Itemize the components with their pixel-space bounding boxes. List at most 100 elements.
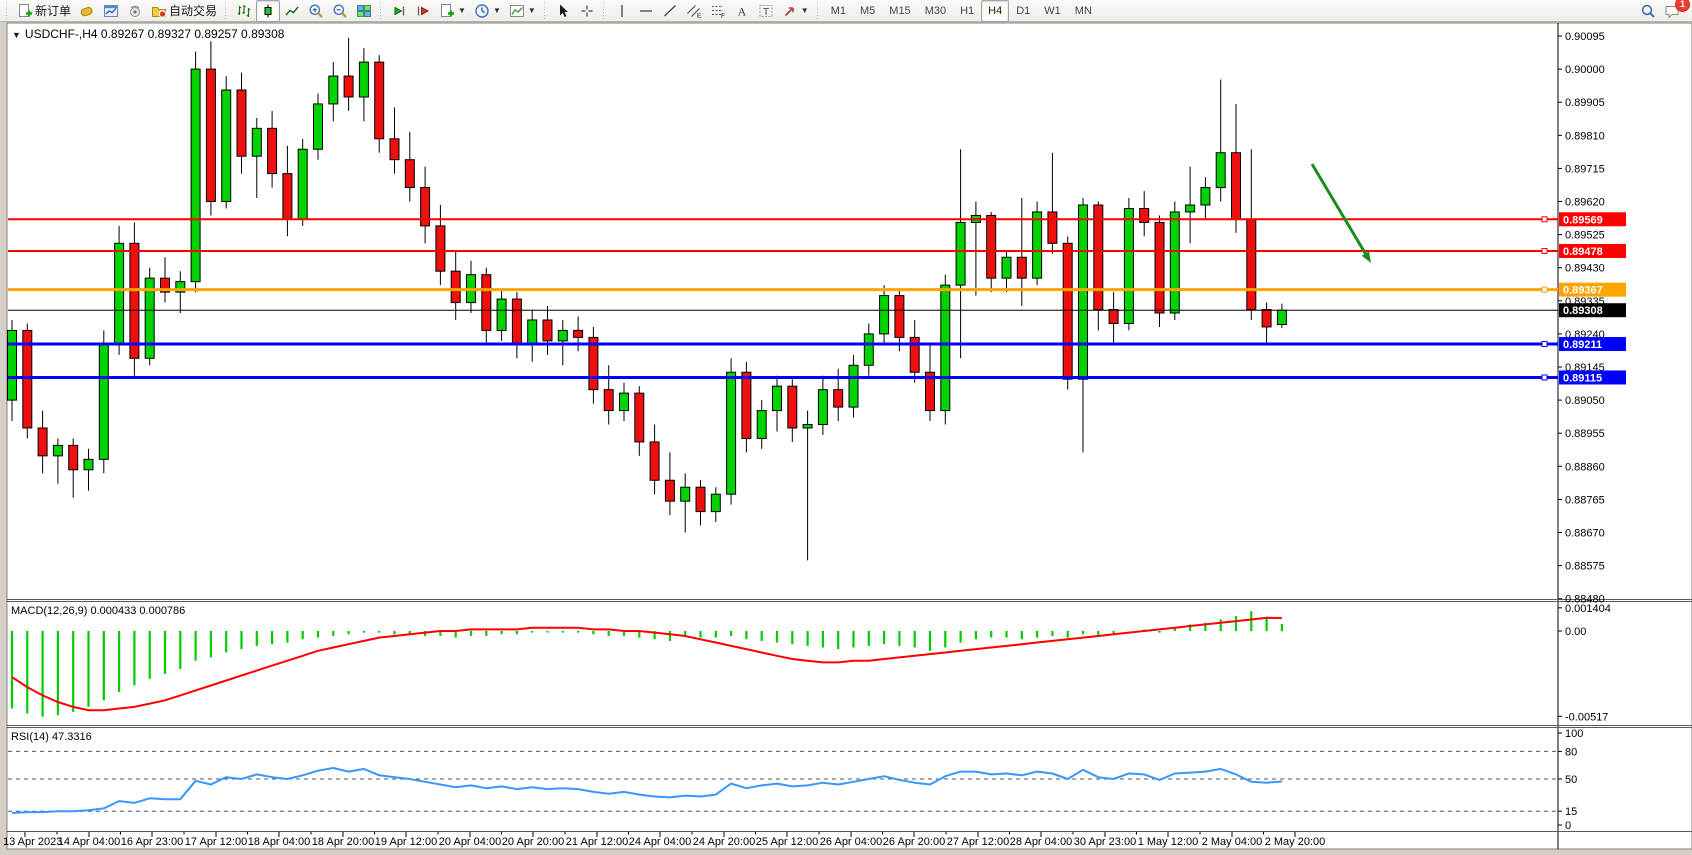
svg-text:T: T [763, 7, 769, 18]
chart-shift-icon [415, 3, 431, 19]
indicators-button[interactable]: ▼ [435, 0, 470, 22]
symbol-ohlc-text: USDCHF-,H4 0.89267 0.89327 0.89257 0.893… [24, 27, 285, 41]
timeframe-button-m15[interactable]: M15 [889, 4, 911, 17]
svg-text:0.89478: 0.89478 [1563, 246, 1603, 258]
clock-icon [474, 3, 490, 19]
cursor-button[interactable] [551, 0, 575, 22]
svg-text:0.89525: 0.89525 [1565, 230, 1605, 242]
svg-text:21 Apr 12:00: 21 Apr 12:00 [566, 836, 628, 848]
zoom-in-button[interactable] [304, 0, 328, 22]
bar-chart-icon [236, 3, 252, 19]
timeframe-button-m5[interactable]: M5 [860, 4, 876, 17]
arrows-button[interactable]: ▼ [778, 0, 813, 22]
indicators-icon [439, 3, 455, 19]
svg-text:1 May 12:00: 1 May 12:00 [1138, 836, 1199, 848]
auto-trading-button[interactable]: 自动交易 [147, 0, 221, 22]
collapse-triangle-icon[interactable]: ▼ [12, 30, 21, 40]
timeframe-button-mn[interactable]: MN [1074, 4, 1092, 17]
svg-text:0.88955: 0.88955 [1565, 428, 1605, 440]
svg-text:0.89367: 0.89367 [1563, 285, 1603, 297]
svg-text:F: F [721, 13, 725, 19]
candlestick-chart-icon [260, 3, 276, 19]
crosshair-button[interactable] [575, 0, 599, 22]
toolbar-grip [815, 2, 821, 19]
svg-text:0.88480: 0.88480 [1565, 594, 1605, 606]
trendline-button[interactable] [658, 0, 682, 22]
periods-button[interactable]: ▼ [470, 0, 505, 22]
line-chart-icon [284, 3, 300, 19]
svg-text:14 Apr 04:00: 14 Apr 04:00 [58, 836, 120, 848]
svg-text:15: 15 [1565, 806, 1577, 818]
chart-window-icon [103, 3, 119, 19]
templates-button[interactable]: ▼ [505, 0, 540, 22]
svg-text:0.88765: 0.88765 [1565, 494, 1605, 506]
svg-text:0.89050: 0.89050 [1565, 395, 1605, 407]
text-label-button[interactable]: T [754, 0, 778, 22]
new-order-button[interactable]: 新订单 [13, 0, 75, 22]
toolbar-grip [5, 2, 10, 19]
horizontal-line-button[interactable] [634, 0, 658, 22]
chevron-down-icon: ▼ [492, 6, 501, 15]
svg-text:100: 100 [1565, 728, 1583, 740]
svg-text:26 Apr 20:00: 26 Apr 20:00 [883, 836, 945, 848]
text-label-icon: T [758, 3, 774, 19]
svg-text:0.001404: 0.001404 [1565, 603, 1611, 615]
svg-text:28 Apr 04:00: 28 Apr 04:00 [1010, 836, 1072, 848]
timeframe-button-w1[interactable]: W1 [1044, 4, 1061, 17]
timeframe-group: M1 M5 M15 M30 H1 H4 D1 W1 MN [824, 0, 1099, 22]
svg-text:0.89308: 0.89308 [1563, 305, 1603, 317]
zoom-in-icon [308, 3, 324, 19]
signal-icon [127, 3, 143, 19]
line-chart-button[interactable] [280, 0, 304, 22]
svg-text:80: 80 [1565, 746, 1577, 758]
svg-text:E: E [697, 12, 702, 19]
search-button[interactable] [1636, 0, 1660, 22]
template-icon [509, 3, 525, 19]
cursor-icon [555, 3, 571, 19]
toolbar-grip [542, 2, 548, 19]
text-button[interactable]: A [730, 0, 754, 22]
svg-text:0.88575: 0.88575 [1565, 561, 1605, 573]
main-toolbar: 新订单 自动交易 [0, 0, 1692, 22]
bar-chart-button[interactable] [232, 0, 256, 22]
vertical-line-button[interactable] [610, 0, 634, 22]
trendline-icon [662, 3, 678, 19]
auto-scroll-button[interactable] [387, 0, 411, 22]
svg-text:17 Apr 12:00: 17 Apr 12:00 [185, 836, 247, 848]
svg-text:30 Apr 23:00: 30 Apr 23:00 [1074, 836, 1136, 848]
auto-trading-label: 自动交易 [169, 4, 218, 18]
toolbar-grip [379, 2, 385, 19]
notifications-button[interactable]: 1 [1660, 0, 1690, 22]
timeframe-button-m1[interactable]: M1 [830, 4, 846, 17]
toolbar-grip [601, 2, 607, 19]
timeframe-button-h4[interactable]: H4 [981, 0, 1010, 22]
signals-button[interactable] [123, 0, 147, 22]
svg-text:0.89715: 0.89715 [1565, 163, 1605, 175]
notification-badge: 1 [1675, 0, 1690, 12]
svg-text:27 Apr 12:00: 27 Apr 12:00 [947, 836, 1009, 848]
zoom-out-button[interactable] [328, 0, 352, 22]
candlestick-chart-button[interactable] [256, 0, 281, 22]
arrow-objects-icon [782, 3, 798, 19]
svg-text:0.89115: 0.89115 [1563, 372, 1602, 384]
svg-text:0.89905: 0.89905 [1565, 97, 1605, 109]
timeframe-button-d1[interactable]: D1 [1016, 4, 1031, 17]
market-window-button[interactable] [99, 0, 123, 22]
equidistant-channel-button[interactable]: E [682, 0, 706, 22]
timeframe-button-m30[interactable]: M30 [924, 4, 947, 17]
channel-icon: E [686, 3, 702, 19]
svg-text:0.90000: 0.90000 [1565, 64, 1605, 76]
auto-scroll-icon [391, 3, 407, 19]
svg-text:0.89620: 0.89620 [1565, 197, 1605, 209]
horizontal-line-icon [638, 3, 654, 19]
svg-text:13 Apr 2023: 13 Apr 2023 [3, 836, 62, 848]
deposit-button[interactable] [75, 0, 99, 22]
tile-windows-button[interactable] [352, 0, 376, 22]
new-order-icon [17, 3, 33, 19]
chart-shift-button[interactable] [411, 0, 435, 22]
toolbar-grip [224, 2, 230, 19]
timeframe-button-h1[interactable]: H1 [960, 4, 975, 17]
fibonacci-button[interactable]: F [706, 0, 730, 22]
svg-text:0.89569: 0.89569 [1563, 214, 1603, 226]
